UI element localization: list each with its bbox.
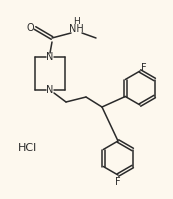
Text: O: O — [26, 23, 34, 33]
Text: HCl: HCl — [18, 143, 37, 153]
Text: F: F — [115, 177, 121, 187]
Text: NH: NH — [69, 24, 83, 34]
Text: H: H — [74, 17, 80, 25]
Text: N: N — [46, 85, 54, 95]
Text: F: F — [141, 63, 147, 73]
Text: N: N — [46, 52, 54, 62]
